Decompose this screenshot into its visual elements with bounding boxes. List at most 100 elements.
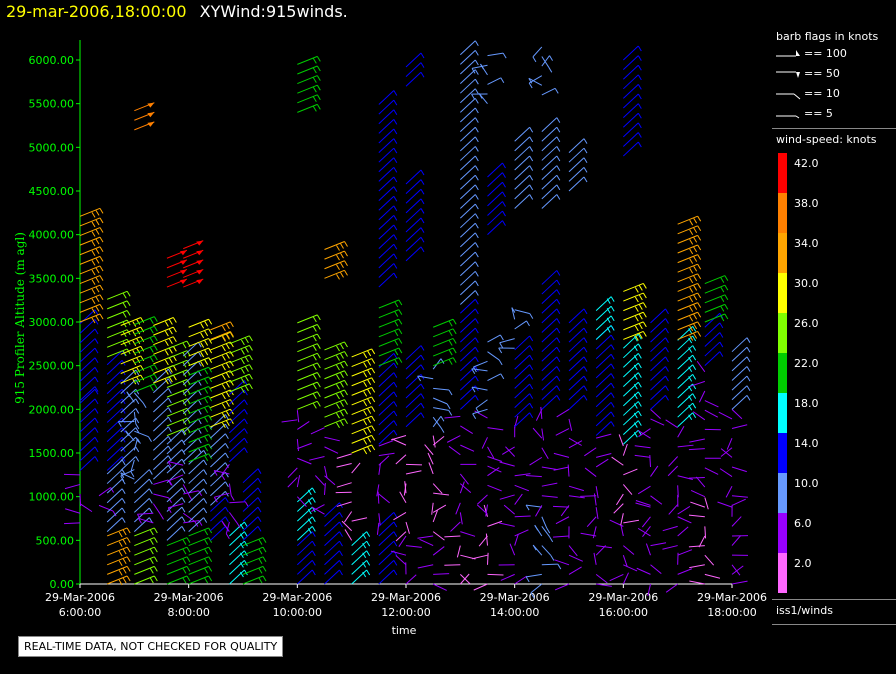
wind-barb-shaft — [133, 392, 144, 404]
wind-barb-feather — [99, 236, 104, 243]
wind-barb-feather — [99, 304, 104, 310]
wind-barb-shaft — [459, 126, 476, 142]
wind-barb-shaft — [650, 308, 666, 324]
wind-barb-feather — [340, 343, 344, 350]
colorbar-swatch — [778, 193, 787, 233]
wind-barb-shaft — [689, 564, 705, 569]
wind-barb-shaft — [106, 478, 123, 494]
wind-barb-feather — [692, 393, 697, 399]
wind-barb-feather — [746, 347, 751, 353]
wind-barb-feather — [135, 417, 140, 424]
wind-barb-shaft — [541, 447, 549, 459]
wind-barb-shaft — [395, 555, 407, 566]
wind-barb-shaft — [448, 445, 461, 456]
wind-barb-feather — [665, 395, 669, 401]
wind-barb-feather — [118, 550, 123, 557]
wind-barb-shaft — [153, 378, 169, 394]
wind-barb-feather — [132, 350, 137, 356]
wind-barb-shaft — [541, 466, 558, 471]
wind-barb-feather — [550, 555, 555, 561]
wind-barb-feather — [248, 374, 253, 380]
wind-barb-feather — [311, 550, 316, 557]
wind-barb-shaft — [210, 399, 231, 409]
wind-barb-shaft — [650, 465, 659, 477]
wind-barb-feather — [94, 309, 99, 316]
wind-barb-feather — [665, 347, 669, 353]
wind-barb-shaft — [106, 417, 123, 433]
wind-barb-feather — [529, 126, 534, 133]
wind-barb-feather — [367, 408, 372, 414]
colorbar-entry: 2.0 — [772, 553, 896, 593]
wind-barb-feather — [122, 558, 127, 565]
wind-barb-shaft — [446, 435, 461, 443]
wind-barb-feather — [91, 240, 96, 247]
wind-barb-shaft — [649, 454, 651, 468]
wind-barb-feather — [474, 271, 479, 277]
wind-barb-feather — [239, 533, 244, 539]
wind-barb-feather — [529, 165, 534, 171]
wind-barb-feather — [471, 93, 475, 100]
wind-barb-feather — [168, 328, 173, 335]
wind-barb-feather — [637, 353, 642, 359]
wind-barb-feather — [122, 321, 127, 328]
wind-barb-shaft — [242, 525, 259, 541]
wind-barb-shaft — [188, 424, 209, 434]
wind-barb-feather — [529, 412, 534, 419]
wind-barb-shaft — [98, 504, 114, 512]
wind-barb-feather — [136, 357, 141, 364]
wind-barb-feather — [692, 402, 697, 409]
wind-barb-feather — [367, 350, 372, 357]
wind-barb-shaft — [324, 360, 345, 370]
x-tick-date-label: 29-Mar-2006 — [588, 591, 658, 604]
wind-barb-shaft — [622, 391, 639, 407]
wind-barb-shaft — [166, 427, 188, 436]
wind-barb-shaft — [210, 351, 231, 361]
wind-barb-shaft — [229, 344, 250, 354]
wind-barb-feather — [688, 414, 693, 421]
wind-barb-feather — [420, 412, 425, 419]
wind-barb-shaft — [481, 437, 488, 449]
wind-barb-feather — [339, 512, 343, 518]
wind-barb-feather — [307, 499, 312, 505]
wind-barb-feather — [200, 351, 205, 358]
wind-barb-feather — [420, 71, 425, 78]
wind-barb-shaft — [459, 194, 476, 209]
wind-barb-feather — [474, 155, 479, 162]
wind-barb-feather — [257, 468, 262, 474]
wind-barb-feather — [371, 425, 376, 432]
wind-barb-shaft — [229, 383, 250, 393]
wind-barb-feather — [311, 540, 316, 547]
wind-barb-shaft — [378, 531, 395, 546]
wind-barb-feather — [610, 325, 615, 331]
wind-barb-shaft — [79, 367, 96, 382]
wind-barb-feather — [556, 279, 561, 286]
wind-barb-shaft — [568, 337, 585, 353]
wind-barb-shaft — [106, 379, 123, 394]
wind-barb-feather — [367, 389, 372, 395]
wind-barb-shaft — [120, 408, 137, 423]
wind-barb-feather — [530, 592, 535, 599]
wind-barb-shaft — [595, 315, 612, 331]
wind-barb-shaft — [459, 270, 476, 286]
wind-barb-flag — [196, 269, 204, 275]
wind-barb-shaft — [106, 408, 123, 423]
wind-barb-feather — [95, 210, 100, 216]
wind-barb-feather — [204, 436, 209, 442]
wind-barb-shaft — [133, 411, 137, 424]
wind-barb-feather — [583, 395, 588, 401]
wind-barb-feather — [243, 418, 248, 425]
wind-barb-shaft — [668, 456, 679, 467]
wind-barb-feather — [693, 294, 698, 301]
wind-barb-feather — [339, 531, 343, 537]
wind-barb-feather — [367, 398, 372, 405]
wind-barb-feather — [122, 577, 127, 584]
wind-barb-shaft — [541, 55, 550, 67]
wind-barb-shaft — [595, 401, 612, 417]
wind-barb-feather — [367, 437, 372, 443]
wind-barb-feather — [393, 205, 398, 212]
wind-barb-feather — [240, 339, 245, 346]
wind-barb-feather — [167, 407, 172, 413]
wind-barb-shaft — [731, 408, 743, 420]
wind-barb-feather — [148, 488, 153, 495]
wind-barb-shaft — [324, 531, 340, 546]
